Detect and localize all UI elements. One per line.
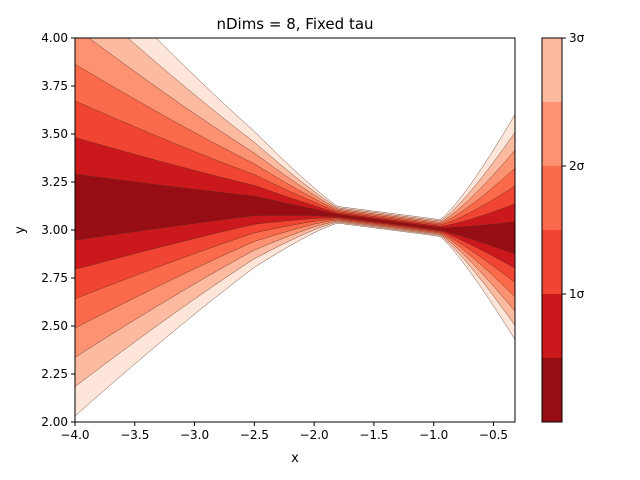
y-tick-label: 2.50 xyxy=(41,319,68,333)
colorbar-frame xyxy=(541,37,563,423)
x-tick-label: −3.0 xyxy=(180,428,209,442)
y-tick-label: 3.25 xyxy=(41,175,68,189)
colorbar-segment xyxy=(542,230,562,294)
x-tick-label: −0.5 xyxy=(479,428,508,442)
x-tick-label: −2.5 xyxy=(240,428,269,442)
x-tick-label: −4.0 xyxy=(60,428,89,442)
plot-area xyxy=(74,37,516,423)
y-tick-label: 3.50 xyxy=(41,127,68,141)
x-tick-label: −1.5 xyxy=(359,428,388,442)
y-tick-label: 2.00 xyxy=(41,415,68,429)
y-tick-label: 2.75 xyxy=(41,271,68,285)
y-tick-label: 2.25 xyxy=(41,367,68,381)
contour-bands xyxy=(75,38,515,417)
colorbar-segment xyxy=(542,166,562,230)
x-tick-label: −1.0 xyxy=(419,428,448,442)
x-axis-label: x xyxy=(291,451,299,466)
colorbar-segment xyxy=(542,102,562,166)
colorbar-segment xyxy=(542,294,562,358)
colorbar-segment xyxy=(542,358,562,422)
y-tick-label: 3.75 xyxy=(41,79,68,93)
x-axis: −4.0 −3.5 −3.0 −2.5 −2.0 −1.5 −1.0 −0.5 xyxy=(60,422,508,442)
colorbar-tick-label: 2σ xyxy=(569,159,585,173)
x-tick-label: −3.5 xyxy=(120,428,149,442)
contour-band xyxy=(75,173,515,255)
colorbar-segment xyxy=(542,38,562,102)
colorbar: 1σ 2σ 3σ xyxy=(541,31,585,423)
colorbar-tick-label: 3σ xyxy=(569,31,585,45)
x-tick-label: −2.0 xyxy=(300,428,329,442)
y-tick-label: 4.00 xyxy=(41,31,68,45)
contour-band xyxy=(75,137,515,270)
y-axis-label: y xyxy=(13,226,28,234)
colorbar-tick-label: 1σ xyxy=(569,287,585,301)
y-tick-label: 3.00 xyxy=(41,223,68,237)
y-axis: 2.00 2.25 2.50 2.75 3.00 3.25 3.50 3.75 4.00 xyxy=(41,31,75,429)
chart-title: nDims = 8, Fixed tau xyxy=(216,15,373,33)
